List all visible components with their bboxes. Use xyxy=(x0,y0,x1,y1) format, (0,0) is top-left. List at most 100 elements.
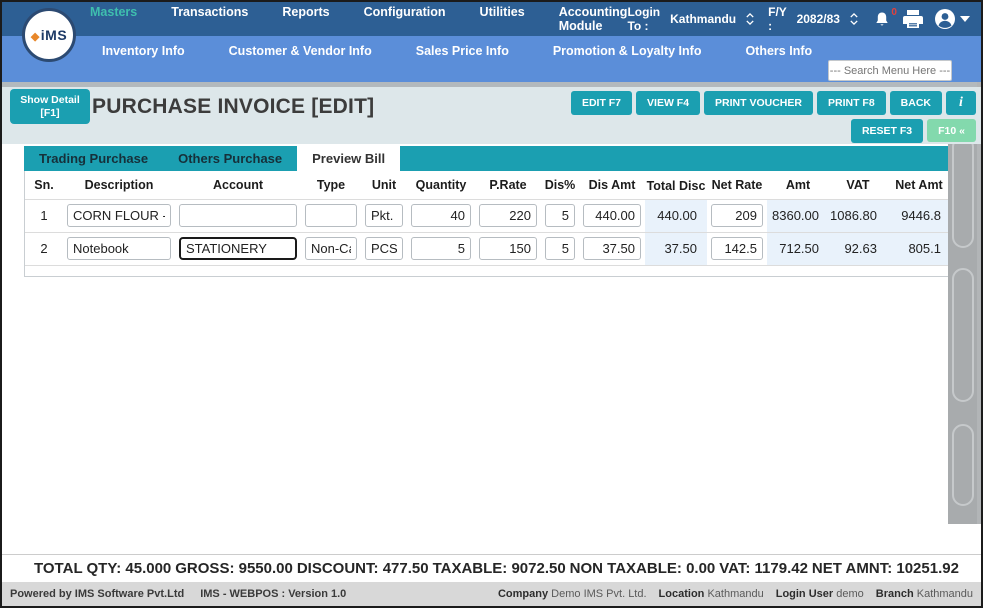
app-version: IMS - WEBPOS : Version 1.0 xyxy=(200,588,347,600)
tab-bar: Trading Purchase Others Purchase Preview… xyxy=(24,146,950,171)
row1-total-disc: 440.00 xyxy=(645,198,707,232)
sub-navbar: Inventory Info Customer & Vendor Info Sa… xyxy=(2,36,981,82)
page-title: PURCHASE INVOICE [EDIT] xyxy=(92,95,375,118)
total-net-amount: NET AMNT: 10251.92 xyxy=(811,560,959,577)
page-header: Show Detail [F1] PURCHASE INVOICE [EDIT]… xyxy=(2,87,981,144)
action-buttons-row-2: RESET F3 F10 « xyxy=(850,119,976,143)
row2-account-input[interactable] xyxy=(179,237,297,260)
fiscal-year-value[interactable]: 2082/83 xyxy=(796,12,840,26)
row2-amt: 712.50 xyxy=(767,231,829,265)
ims-logo[interactable]: ◆iMS xyxy=(22,8,76,62)
back-button[interactable]: BACK xyxy=(889,91,942,115)
search-menu-input[interactable] xyxy=(828,60,952,81)
menu-item-masters[interactable]: Masters xyxy=(90,5,138,19)
divider xyxy=(2,82,981,87)
row2-disamt-input[interactable] xyxy=(583,237,641,260)
menu-item-configuration[interactable]: Configuration xyxy=(363,5,446,19)
col-netrate: Net Rate xyxy=(711,177,763,192)
row2-vat: 92.63 xyxy=(829,231,887,265)
invoice-items-table: Sn. Description Account Type Unit Quanti… xyxy=(24,171,951,277)
col-account: Account xyxy=(213,177,263,192)
subnav-item-promotion-loyalty-info[interactable]: Promotion & Loyalty Info xyxy=(552,44,702,58)
powered-by: Powered by IMS Software Pvt.Ltd xyxy=(10,588,185,600)
user-menu-caret-icon xyxy=(959,16,970,22)
subnav-item-customer-vendor-info[interactable]: Customer & Vendor Info xyxy=(228,44,372,58)
login-to-value[interactable]: Kathmandu xyxy=(670,12,737,26)
show-detail-button[interactable]: Show Detail [F1] xyxy=(10,89,90,124)
collapsed-side-panel[interactable] xyxy=(948,124,977,524)
col-description: Description xyxy=(84,177,154,192)
footer-company: Company Demo IMS Pvt. Ltd. xyxy=(497,588,647,600)
f10-collapse-button[interactable]: F10 « xyxy=(927,119,976,142)
row2-type-input[interactable] xyxy=(305,237,357,260)
row2-unit-input[interactable] xyxy=(365,237,403,260)
notification-bell-icon[interactable]: 0 xyxy=(874,7,897,28)
col-disamt: Dis Amt xyxy=(588,177,636,192)
row1-disamt-input[interactable] xyxy=(583,204,641,227)
row1-description-input[interactable] xyxy=(67,204,171,227)
footer-branch: Branch Kathmandu xyxy=(875,588,973,600)
row2-dispct-input[interactable] xyxy=(545,237,575,260)
col-vat: VAT xyxy=(846,177,870,192)
panel-capsule xyxy=(951,268,974,402)
row2-prate-input[interactable] xyxy=(479,237,537,260)
total-non-taxable: NON TAXABLE: 0.00 xyxy=(569,560,716,577)
footer-left: Powered by IMS Software Pvt.Ltd IMS - WE… xyxy=(10,588,346,600)
row1-amt: 8360.00 xyxy=(767,198,829,232)
row2-sn: 2 xyxy=(25,231,63,265)
row1-unit-input[interactable] xyxy=(365,204,403,227)
menu-item-accounting-module[interactable]: Accounting Module xyxy=(558,5,628,33)
table-row: 2 37.50 712.50 92.63 805.1 xyxy=(25,231,951,265)
print-button[interactable]: PRINT F8 xyxy=(816,91,886,115)
tab-others-purchase[interactable]: Others Purchase xyxy=(178,151,283,166)
fiscal-year-spinner[interactable] xyxy=(850,13,858,25)
right-scroll-edge[interactable] xyxy=(977,36,981,524)
subnav-item-others-info[interactable]: Others Info xyxy=(745,44,813,58)
menu-item-transactions[interactable]: Transactions xyxy=(171,5,249,19)
user-account-icon[interactable] xyxy=(934,8,970,30)
col-sn: Sn. xyxy=(34,177,54,192)
row2-total-disc: 37.50 xyxy=(645,231,707,265)
subnav-item-sales-price-info[interactable]: Sales Price Info xyxy=(415,44,509,58)
menu-item-utilities[interactable]: Utilities xyxy=(479,5,525,19)
row1-vat: 1086.80 xyxy=(829,198,887,232)
tab-preview-bill[interactable]: Preview Bill xyxy=(297,146,401,171)
status-footer: Powered by IMS Software Pvt.Ltd IMS - WE… xyxy=(2,582,981,606)
row2-description-input[interactable] xyxy=(67,237,171,260)
row1-netamt: 9446.8 xyxy=(887,198,951,232)
row1-dispct-input[interactable] xyxy=(545,204,575,227)
row2-quantity-input[interactable] xyxy=(411,237,471,260)
total-taxable: TAXABLE: 9072.50 xyxy=(432,560,566,577)
info-button[interactable]: i xyxy=(946,91,976,115)
edit-button[interactable]: EDIT F7 xyxy=(570,91,633,115)
reset-button[interactable]: RESET F3 xyxy=(850,119,924,143)
row2-netamt: 805.1 xyxy=(887,231,951,265)
row1-account-input[interactable] xyxy=(179,204,297,227)
login-to-spinner[interactable] xyxy=(746,13,754,25)
invoice-totals-bar: TOTAL QTY: 45.000 GROSS: 9550.00 DISCOUN… xyxy=(2,554,981,582)
main-menu: Masters Transactions Reports Configurati… xyxy=(90,5,627,33)
print-voucher-button[interactable]: PRINT VOUCHER xyxy=(704,91,813,115)
row1-prate-input[interactable] xyxy=(479,204,537,227)
row1-type-input[interactable] xyxy=(305,204,357,227)
tab-trading-purchase[interactable]: Trading Purchase xyxy=(39,151,149,166)
row2-netrate-input[interactable] xyxy=(711,237,763,260)
print-icon[interactable] xyxy=(902,9,924,29)
logo-pinwheel-icon: ◆ xyxy=(30,31,40,43)
footer-location: Location Kathmandu xyxy=(658,588,764,600)
col-amt: Amt xyxy=(785,177,811,192)
logo-text: iMS xyxy=(40,27,68,43)
topbar-right: Login To : Kathmandu F/Y : 2082/83 0 xyxy=(627,5,970,33)
menu-item-reports[interactable]: Reports xyxy=(282,5,330,19)
table-header-row: Sn. Description Account Type Unit Quanti… xyxy=(25,171,951,199)
top-navbar: ◆iMS Masters Transactions Reports Config… xyxy=(2,2,981,62)
total-qty: TOTAL QTY: 45.000 xyxy=(34,560,172,577)
empty-row xyxy=(25,264,951,276)
row1-quantity-input[interactable] xyxy=(411,204,471,227)
total-gross: GROSS: 9550.00 xyxy=(175,560,293,577)
subnav-item-inventory-info[interactable]: Inventory Info xyxy=(102,44,185,58)
view-button[interactable]: VIEW F4 xyxy=(636,91,701,115)
col-type: Type xyxy=(316,177,346,192)
row1-netrate-input[interactable] xyxy=(711,204,763,227)
